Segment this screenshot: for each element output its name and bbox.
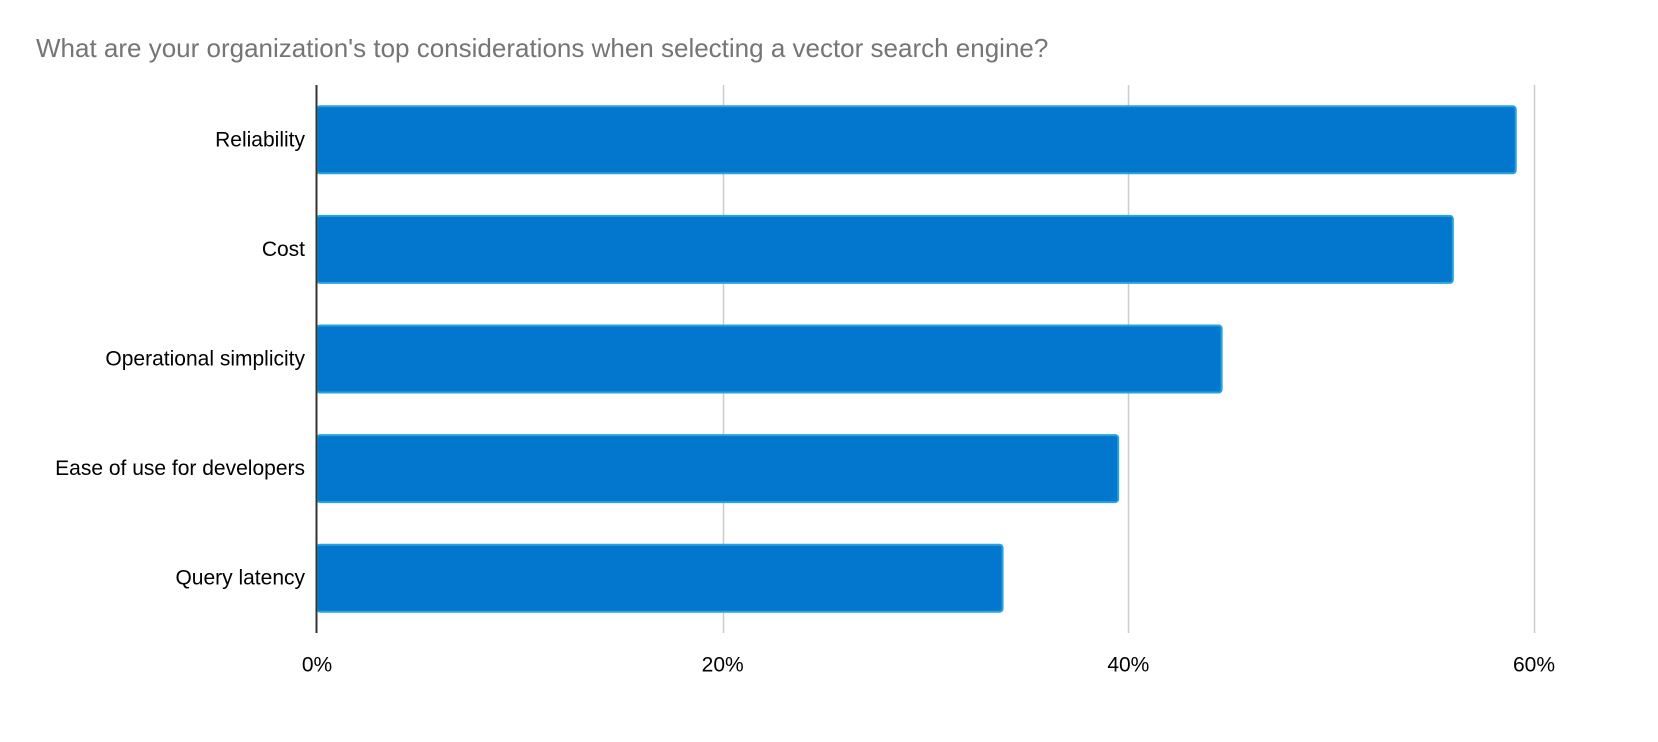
x-tick-label: 20% <box>702 654 744 677</box>
bar <box>316 214 1454 284</box>
x-tick-label: 60% <box>1513 654 1555 677</box>
x-tick-label: 0% <box>302 654 332 677</box>
x-axis-tick-labels: 0% 20% 40% 60% <box>302 654 1555 677</box>
bar <box>316 434 1120 504</box>
category-label: Ease of use for developers <box>55 457 305 480</box>
bar <box>316 105 1517 175</box>
category-label: Cost <box>262 238 305 261</box>
x-tick-label: 40% <box>1107 654 1149 677</box>
category-label: Operational simplicity <box>105 348 305 371</box>
bars <box>316 105 1517 613</box>
bar <box>316 543 1004 613</box>
category-label: Reliability <box>215 128 305 151</box>
category-label: Query latency <box>175 567 305 590</box>
category-labels: Reliability Cost Operational simplicity Eas… <box>55 128 305 589</box>
chart-title: What are your organization's top conside… <box>36 33 1048 63</box>
bar <box>316 324 1223 394</box>
